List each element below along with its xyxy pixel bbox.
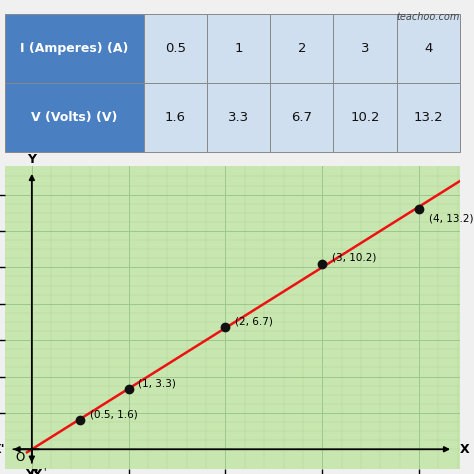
Text: teachoo.com: teachoo.com [396,12,460,22]
Text: I (Amperes) (A): I (Amperes) (A) [20,42,128,55]
Text: V (Volts) (V): V (Volts) (V) [31,111,118,124]
Text: X': X' [0,443,6,456]
Point [76,416,84,424]
Text: (2, 6.7): (2, 6.7) [235,317,273,327]
Point [222,324,229,331]
Point [415,205,423,213]
Bar [5,14,144,83]
Text: 3: 3 [361,42,369,55]
Text: (4, 13.2): (4, 13.2) [429,214,474,224]
Bar [397,14,460,83]
Point [125,385,132,393]
Bar [333,14,397,83]
Bar [333,83,397,152]
Text: 2: 2 [298,42,306,55]
Bar [397,83,460,152]
Text: X: X [460,443,469,456]
Bar [207,83,270,152]
Text: 0.5: 0.5 [165,42,186,55]
Text: O: O [16,451,25,465]
Point [319,260,326,267]
Text: Y’: Y’ [25,468,39,474]
Bar [144,14,207,83]
Bar [5,83,144,152]
Bar [207,14,270,83]
Text: 13.2: 13.2 [413,111,443,124]
Bar [270,14,333,83]
Text: 1.6: 1.6 [165,111,186,124]
Text: (0.5, 1.6): (0.5, 1.6) [90,409,137,419]
Text: ': ' [44,467,46,474]
Text: 1: 1 [234,42,243,55]
Text: 6.7: 6.7 [292,111,312,124]
Bar [144,83,207,152]
Text: (3, 10.2): (3, 10.2) [332,253,376,263]
Text: Y: Y [27,154,36,166]
Text: 10.2: 10.2 [350,111,380,124]
Text: 4: 4 [424,42,432,55]
Text: Y: Y [32,468,41,474]
Bar [270,83,333,152]
Text: (1, 3.3): (1, 3.3) [138,378,176,388]
Text: 3.3: 3.3 [228,111,249,124]
